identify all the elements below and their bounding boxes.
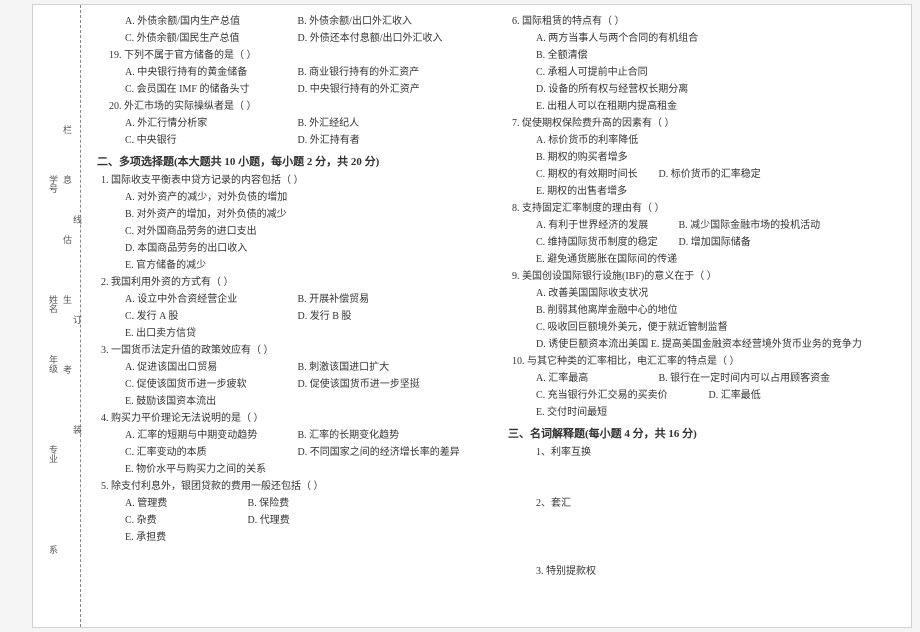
option-text: E. 物价水平与购买力之间的关系 <box>97 461 484 478</box>
binding-label: 估 <box>61 235 74 244</box>
option-text: B. 对外资产的增加，对外负债的减少 <box>97 206 484 223</box>
option-text: D. 不同国家之间的经济增长率的差异 <box>298 444 468 461</box>
binding-label: 考 <box>61 365 74 374</box>
option-text: B. 商业银行持有的外汇资产 <box>298 64 468 81</box>
option-text: D. 促使该国货币进一步坚挺 <box>298 376 468 393</box>
option-text: B. 汇率的长期变化趋势 <box>298 427 468 444</box>
option-text: C. 外债余额/国民生产总值 <box>125 30 295 47</box>
option-text: D. 外汇持有者 <box>298 132 468 149</box>
option-text: B. 削弱其他离岸金融中心的地位 <box>508 302 895 319</box>
content-area: A. 外债余额/国内生产总值 B. 外债余额/出口外汇收入 C. 外债余额/国民… <box>81 5 911 627</box>
option-text: B. 刺激该国进口扩大 <box>298 359 468 376</box>
option-text: A. 管理费 <box>125 495 245 512</box>
question-text: 5. 除支付利息外，银团贷款的费用一般还包括（ ） <box>97 478 484 495</box>
option-text: A. 设立中外合资经营企业 <box>125 291 295 308</box>
question-text: 3. 一国货币法定升值的政策效应有（ ） <box>97 342 484 359</box>
option-text: D. 本国商品劳务的出口收入 <box>97 240 484 257</box>
option-text: C. 会员国在 IMF 的储备头寸 <box>125 81 295 98</box>
option-text: C. 中央银行 <box>125 132 295 149</box>
option-text: C. 促使该国货币进一步疲软 <box>125 376 295 393</box>
option-text: A. 中央银行持有的黄金储备 <box>125 64 295 81</box>
option-text: A. 外汇行情分析家 <box>125 115 295 132</box>
option-text: A. 有利于世界经济的发展 <box>536 217 676 234</box>
option-text: A. 促进该国出口贸易 <box>125 359 295 376</box>
option-text: A. 两方当事人与两个合同的有机组合 <box>536 30 736 47</box>
option-text: D. 中央银行持有的外汇资产 <box>298 81 468 98</box>
question-text: 2. 我国利用外资的方式有（ ） <box>97 274 484 291</box>
question-text: 6. 国际租赁的特点有（ ） <box>508 13 895 30</box>
option-text: E. 鼓励该国资本流出 <box>97 393 484 410</box>
option-text: A. 汇率的短期与中期变动趋势 <box>125 427 295 444</box>
right-column: 6. 国际租赁的特点有（ ） A. 两方当事人与两个合同的有机组合 B. 全额清… <box>508 13 895 619</box>
question-text: 1. 国际收支平衡表中贷方记录的内容包括（ ） <box>97 172 484 189</box>
option-text: A. 标价货币的利率降低 <box>536 132 736 149</box>
option-text: D. 外债还本付息额/出口外汇收入 <box>298 30 468 47</box>
binding-label: 息 <box>61 175 74 184</box>
option-text: B. 开展补偿贸易 <box>298 291 468 308</box>
binding-label: 生 <box>61 295 74 304</box>
option-text: D. 标价货币的汇率稳定 <box>659 166 779 183</box>
option-text: C. 维持国际货币制度的稳定 <box>536 234 676 251</box>
option-text: C. 对外国商品劳务的进口支出 <box>97 223 484 240</box>
binding-label: 线 <box>71 215 84 224</box>
option-text: D. 发行 B 股 <box>298 308 468 325</box>
option-text: D. 增加国际储备 <box>679 234 849 251</box>
binding-label: 装 <box>71 425 84 434</box>
option-text: A. 对外资产的减少，对外负债的增加 <box>97 189 484 206</box>
term-text: 2、套汇 <box>508 495 895 512</box>
question-text: 19. 下列不属于官方储备的是（ ） <box>97 47 484 64</box>
section-heading: 二、多项选择题(本大题共 10 小题，每小题 2 分，共 20 分) <box>97 153 484 172</box>
option-text: B. 期权的购买者增多 <box>536 149 706 166</box>
option-text: E. 避免通货膨胀在国际间的传递 <box>508 251 895 268</box>
question-text: 7. 促使期权保险费升高的因素有（ ） <box>508 115 895 132</box>
option-text: B. 外汇经纪人 <box>298 115 468 132</box>
option-text: D. 代理费 <box>248 512 368 529</box>
question-text: 20. 外汇市场的实际操纵者是（ ） <box>97 98 484 115</box>
option-text: B. 减少国际金融市场的投机活动 <box>679 217 849 234</box>
option-text: A. 汇率最高 <box>536 370 656 387</box>
option-text: C. 充当银行外汇交易的买卖价 <box>536 387 706 404</box>
exam-page: 栏 息 学号 线 估 生 姓名 订 年级 考 装 专业 系 A. 外债余额/国内… <box>32 4 912 628</box>
option-text: C. 吸收回巨额境外美元，便于就近管制监督 <box>508 319 895 336</box>
option-text: C. 发行 A 股 <box>125 308 295 325</box>
option-text: C. 期权的有效期时间长 <box>536 166 656 183</box>
binding-label: 学号 <box>47 175 60 193</box>
binding-label: 年级 <box>47 355 60 373</box>
option-text: D. 诱使巨额资本流出美国 E. 提高美国金融资本经营境外货币业务的竞争力 <box>508 336 895 353</box>
option-text: B. 外债余额/出口外汇收入 <box>298 13 468 30</box>
option-text: B. 全额清偿 <box>536 47 706 64</box>
term-text: 3. 特别提款权 <box>508 563 895 580</box>
option-text: E. 出口卖方信贷 <box>97 325 484 342</box>
option-text: E. 期权的出售者增多 <box>536 183 656 200</box>
binding-label: 姓名 <box>47 295 60 313</box>
question-text: 9. 美国创设国际银行设施(IBF)的意义在于（ ） <box>508 268 895 285</box>
option-text: C. 承租人可提前中止合同 <box>536 64 736 81</box>
question-text: 4. 购买力平价理论无法说明的是（ ） <box>97 410 484 427</box>
question-text: 10. 与其它种类的汇率相比，电汇汇率的特点是（ ） <box>508 353 895 370</box>
section-heading: 三、名词解释题(每小题 4 分，共 16 分) <box>508 425 895 444</box>
binding-label: 专业 <box>47 445 60 463</box>
binding-label: 订 <box>71 315 84 324</box>
option-text: E. 交付时间最短 <box>508 404 895 421</box>
term-text: 1、利率互换 <box>508 444 895 461</box>
left-column: A. 外债余额/国内生产总值 B. 外债余额/出口外汇收入 C. 外债余额/国民… <box>97 13 484 619</box>
option-text: E. 承担费 <box>97 529 484 546</box>
binding-label: 栏 <box>61 125 74 134</box>
binding-margin: 栏 息 学号 线 估 生 姓名 订 年级 考 装 专业 系 <box>33 5 81 627</box>
option-text: A. 外债余额/国内生产总值 <box>125 13 295 30</box>
option-text: B. 保险费 <box>248 495 368 512</box>
option-text: A. 改善美国国际收支状况 <box>508 285 895 302</box>
binding-label: 系 <box>47 545 60 554</box>
option-text: D. 汇率最低 <box>709 387 829 404</box>
option-text: C. 杂费 <box>125 512 245 529</box>
option-text: B. 银行在一定时间内可以占用顾客资金 <box>659 370 831 387</box>
question-text: 8. 支持固定汇率制度的理由有（ ） <box>508 200 895 217</box>
option-text: D. 设备的所有权与经营权长期分离 <box>536 81 706 98</box>
option-text: C. 汇率变动的本质 <box>125 444 295 461</box>
option-text: E. 官方储备的减少 <box>97 257 484 274</box>
option-text: E. 出租人可以在租期内提高租金 <box>508 98 895 115</box>
